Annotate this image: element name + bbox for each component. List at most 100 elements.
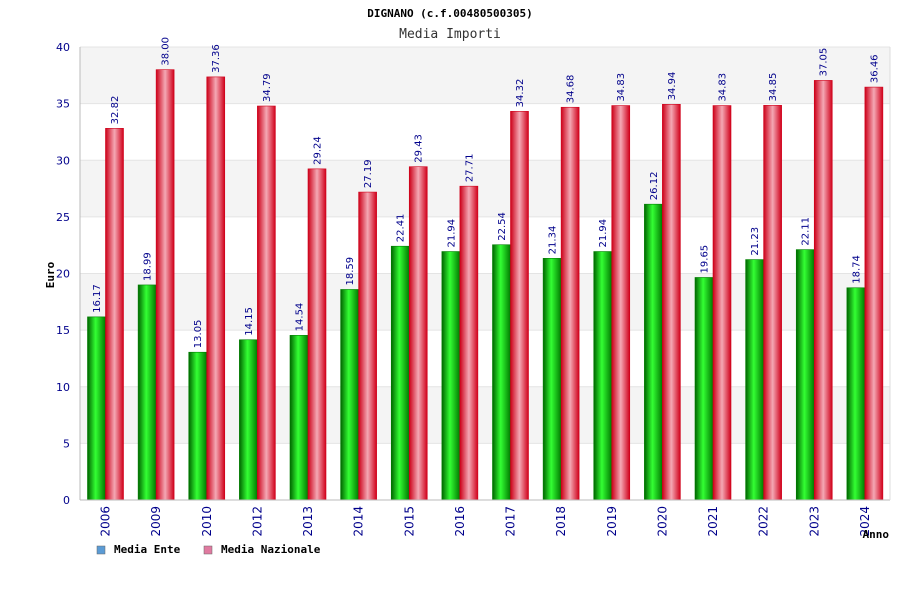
x-tick-label-2017: 2017: [504, 506, 518, 537]
legend-swatch-media-nazionale: [203, 545, 213, 555]
y-tick-label: 35: [56, 98, 70, 111]
value-label-media-nazionale-2019: 34.83: [616, 73, 627, 102]
axes-group: [79, 47, 891, 501]
x-tick-label-2022: 2022: [757, 506, 771, 537]
value-label-media-nazionale-2016: 27.71: [464, 154, 475, 183]
legend-label-media-ente: Media Ente: [114, 543, 181, 556]
bar-media-ente-2017: [492, 244, 511, 501]
value-label-media-nazionale-2014: 27.19: [363, 159, 374, 188]
bar-media-ente-2006: [87, 316, 106, 501]
value-labels-group: 16.17 32.82 18.99 38.00 13.05 37.36 14.15 34.79…: [92, 37, 880, 348]
bar-media-ente-2020: [644, 203, 663, 501]
bar-media-ente-2024: [846, 287, 866, 501]
value-label-media-ente-2014: 18.59: [345, 257, 356, 286]
x-tick-label-2023: 2023: [807, 506, 821, 537]
x-tick-labels: 2006 2009 2010 2012 2013 2014 2015 2016 2017 2018…: [99, 506, 872, 537]
value-label-media-nazionale-2012: 34.79: [262, 73, 273, 102]
value-label-media-ente-2013: 14.54: [295, 303, 306, 332]
bar-media-nazionale-2012: [257, 105, 276, 501]
value-label-media-ente-2012: 14.15: [244, 307, 255, 336]
y-tick-label: 40: [56, 41, 70, 54]
bar-media-nazionale-2014: [358, 191, 377, 501]
bar-media-ente-2014: [340, 289, 359, 501]
bar-media-ente-2022: [745, 259, 764, 501]
value-label-media-nazionale-2006: 32.82: [110, 96, 121, 125]
y-tick-label: 25: [56, 211, 70, 224]
x-tick-label-2013: 2013: [301, 506, 315, 537]
bar-media-nazionale-2006: [105, 128, 124, 501]
value-label-media-nazionale-2015: 29.43: [414, 134, 425, 163]
value-label-media-ente-2017: 22.54: [497, 212, 508, 241]
y-tick-label: 15: [56, 324, 70, 337]
x-tick-label-2024: 2024: [858, 506, 872, 537]
bar-media-ente-2013: [289, 335, 309, 501]
bar-media-nazionale-2018: [560, 106, 580, 501]
x-tick-label-2016: 2016: [453, 506, 467, 537]
bar-media-ente-2021: [694, 277, 714, 501]
bars-group: [87, 69, 884, 501]
value-label-media-nazionale-2018: 34.68: [566, 75, 577, 104]
x-tick-label-2010: 2010: [200, 506, 214, 537]
chart-title: DIGNANO (c.f.00480500305): [367, 7, 533, 20]
value-label-media-nazionale-2013: 29.24: [313, 136, 324, 165]
x-tick-label-2015: 2015: [402, 506, 416, 537]
value-label-media-nazionale-2023: 37.05: [819, 48, 830, 77]
legend: Media Ente Media Nazionale: [96, 543, 321, 556]
x-tick-label-2021: 2021: [706, 506, 720, 537]
bar-media-nazionale-2020: [662, 104, 681, 501]
bar-media-ente-2009: [137, 284, 157, 501]
y-tick-label: 5: [63, 437, 70, 450]
bar-media-nazionale-2019: [611, 105, 631, 501]
bar-media-ente-2015: [390, 245, 410, 501]
value-label-media-ente-2009: 18.99: [143, 252, 154, 281]
x-tick-label-2019: 2019: [605, 506, 619, 537]
value-label-media-nazionale-2009: 38.00: [161, 37, 172, 66]
value-label-media-nazionale-2021: 34.83: [718, 73, 729, 102]
bar-media-nazionale-2017: [510, 111, 529, 501]
bar-media-nazionale-2015: [408, 166, 428, 501]
bar-media-nazionale-2009: [155, 69, 175, 501]
bar-media-nazionale-2024: [864, 86, 884, 501]
y-tick-label: 0: [63, 494, 70, 507]
value-label-media-ente-2010: 13.05: [193, 320, 204, 349]
value-label-media-nazionale-2010: 37.36: [211, 44, 222, 73]
bar-media-ente-2023: [795, 249, 815, 501]
bar-media-ente-2019: [593, 251, 613, 501]
legend-swatch-media-ente: [96, 545, 106, 555]
value-label-media-ente-2019: 21.94: [598, 219, 609, 248]
bar-media-ente-2010: [188, 351, 208, 501]
value-label-media-ente-2022: 21.23: [750, 227, 761, 256]
y-tick-labels: 0 5 10 15 20 25 30 35 40: [56, 41, 70, 507]
bar-media-nazionale-2021: [712, 105, 732, 501]
x-tick-label-2018: 2018: [554, 506, 568, 537]
value-label-media-nazionale-2017: 34.32: [515, 79, 526, 108]
y-tick-label: 30: [56, 154, 70, 167]
value-label-media-ente-2018: 21.34: [548, 226, 559, 255]
value-label-media-nazionale-2020: 34.94: [667, 72, 678, 101]
value-label-media-ente-2024: 18.74: [851, 255, 862, 284]
x-tick-label-2006: 2006: [99, 506, 113, 537]
value-label-media-ente-2006: 16.17: [92, 284, 103, 313]
value-label-media-ente-2020: 26.12: [649, 172, 660, 201]
chart-subtitle: Media Importi: [399, 27, 501, 42]
x-tick-label-2014: 2014: [352, 506, 366, 537]
bar-media-ente-2012: [239, 339, 258, 501]
value-label-media-ente-2021: 19.65: [700, 245, 711, 274]
bar-media-nazionale-2022: [763, 105, 782, 501]
bar-media-nazionale-2013: [307, 168, 327, 501]
value-label-media-nazionale-2024: 36.46: [869, 54, 880, 83]
legend-label-media-nazionale: Media Nazionale: [221, 543, 321, 556]
y-tick-label: 10: [56, 381, 70, 394]
bar-media-nazionale-2016: [459, 185, 479, 501]
bar-media-nazionale-2010: [206, 76, 226, 501]
value-label-media-ente-2023: 22.11: [801, 217, 812, 246]
x-tick-label-2009: 2009: [149, 506, 163, 537]
value-label-media-ente-2015: 22.41: [396, 214, 407, 243]
value-label-media-ente-2016: 21.94: [446, 219, 457, 248]
y-axis-label: Euro: [44, 261, 57, 288]
value-label-media-nazionale-2022: 34.85: [768, 73, 779, 102]
x-tick-label-2012: 2012: [250, 506, 264, 537]
x-tick-label-2020: 2020: [655, 506, 669, 537]
bar-media-nazionale-2023: [813, 80, 833, 501]
